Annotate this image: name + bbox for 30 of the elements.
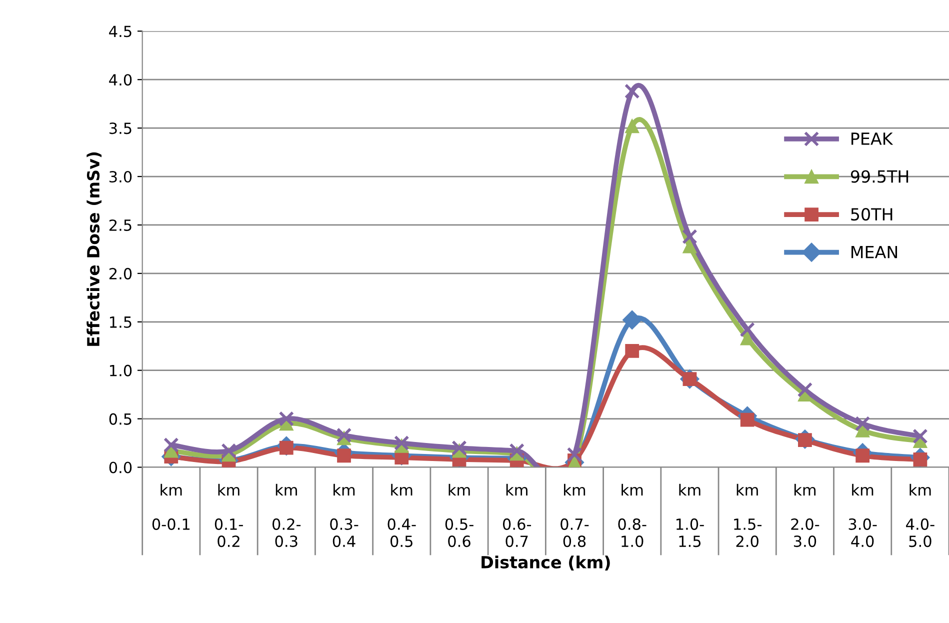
category-label: km 3.0- 4.0 [848, 484, 877, 548]
category-label: km 0.7- 0.8 [560, 484, 589, 548]
y-tick-label: 4.5 [109, 26, 132, 38]
category-label: km 0-0.1 [152, 484, 190, 530]
y-tick-label: 3.0 [109, 170, 132, 183]
y-tick-label: 1.0 [110, 364, 132, 376]
y-tick-label: 0.5 [109, 413, 132, 425]
category-label: km 0.8- 1.0 [618, 484, 646, 548]
category-label: km 2.0- 3.0 [791, 484, 820, 548]
y-tick-label: 4.0 [109, 74, 132, 86]
y-tick-label: 3.5 [109, 122, 132, 134]
legend-label: MEAN [852, 246, 898, 258]
legend-label: PEAK [852, 132, 894, 145]
category-label: km 1.0- 1.5 [676, 484, 704, 548]
category-label: km 0.6- 0.7 [502, 484, 532, 548]
category-label: km 4.0- 5.0 [906, 484, 934, 548]
category-label: km 0.4- 0.5 [388, 484, 416, 548]
category-label: km 0.5- 0.6 [445, 484, 474, 548]
category-label: km 0.1- 0.2 [214, 484, 243, 548]
category-label: km 0.2- 0.3 [272, 484, 301, 548]
legend-label: 50TH [851, 208, 892, 221]
y-tick-label: 0.0 [109, 462, 132, 474]
y-tick-label: 2.0 [109, 268, 132, 280]
legend-label: 99.5TH [850, 170, 908, 183]
y-tick-label: 2.5 [109, 219, 132, 231]
category-label: km 0.3- 0.4 [330, 484, 358, 548]
y-tick-label: 1.5 [110, 316, 132, 328]
category-label: km 1.5- 2.0 [734, 484, 762, 548]
x-axis-title: Distance (km) [482, 556, 610, 570]
y-axis-title: Effective Dose (mSv) [86, 152, 102, 346]
